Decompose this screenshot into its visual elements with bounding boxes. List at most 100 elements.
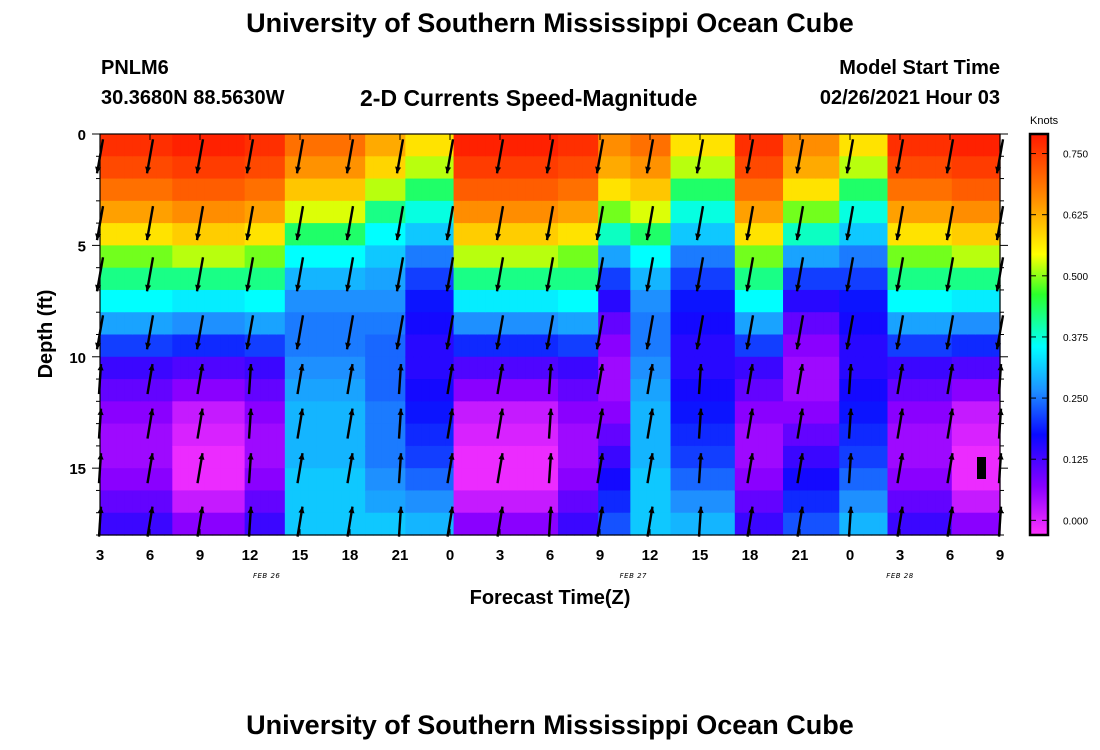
heatmap-cell xyxy=(702,223,712,246)
heatmap-cell xyxy=(887,423,897,447)
heatmap-cell xyxy=(308,423,318,447)
heatmap-cell xyxy=(558,223,567,246)
x-tick-label: 0 xyxy=(446,547,454,564)
heatmap-cell xyxy=(766,445,776,469)
heatmap-cell xyxy=(188,178,198,202)
heatmap-cell xyxy=(252,379,262,402)
heatmap-cell xyxy=(325,423,334,447)
current-vector xyxy=(496,452,505,484)
heatmap-cell xyxy=(300,223,310,246)
heatmap-cell xyxy=(341,379,350,402)
heatmap-cell xyxy=(839,334,848,358)
heatmap-cell xyxy=(823,334,832,358)
heatmap-cell xyxy=(726,401,736,425)
heatmap-cell xyxy=(180,134,189,157)
heatmap-cell xyxy=(212,379,222,402)
heatmap-cell xyxy=(276,289,286,313)
heatmap-cell xyxy=(477,156,487,180)
heatmap-cell xyxy=(421,312,431,336)
heatmap-cell xyxy=(935,134,945,157)
heatmap-cell xyxy=(365,200,374,224)
heatmap-cell xyxy=(244,490,254,514)
heatmap-cell xyxy=(710,379,720,402)
heatmap-cell xyxy=(260,134,270,157)
heatmap-cell xyxy=(622,312,631,336)
heatmap-cell xyxy=(710,356,720,380)
heatmap-cell xyxy=(509,200,519,224)
colorbar-tick-label: 0.375 xyxy=(1063,333,1088,344)
heatmap-cell xyxy=(517,134,527,157)
current-vector xyxy=(896,408,905,439)
colorbar-tick-label: 0.500 xyxy=(1063,272,1088,283)
heatmap-cell xyxy=(437,356,447,380)
current-vector xyxy=(446,506,455,537)
heatmap-cell xyxy=(839,379,848,402)
current-vector xyxy=(596,363,605,395)
heatmap-cell xyxy=(100,200,109,224)
heatmap-cell xyxy=(533,156,543,180)
heatmap-cell xyxy=(630,356,639,380)
heatmap-cell xyxy=(622,512,631,536)
heatmap-cell xyxy=(590,356,599,380)
heatmap-cell xyxy=(292,200,302,224)
heatmap-cell xyxy=(212,423,222,447)
heatmap-cell xyxy=(365,223,374,246)
heatmap-cell xyxy=(517,156,527,180)
heatmap-cell xyxy=(349,334,358,358)
heatmap-cell xyxy=(574,490,583,514)
heatmap-cell xyxy=(349,134,358,157)
heatmap-cell xyxy=(140,178,149,202)
heatmap-cell xyxy=(598,512,607,536)
heatmap-cell xyxy=(437,178,447,202)
heatmap-cell xyxy=(325,401,334,425)
heatmap-cell xyxy=(405,223,414,246)
heatmap-cell xyxy=(574,334,583,358)
heatmap-cell xyxy=(196,245,206,269)
heatmap-cell xyxy=(300,178,310,202)
heatmap-cell xyxy=(228,200,238,224)
heatmap-cell xyxy=(670,512,680,536)
heatmap-cell xyxy=(879,245,889,269)
heatmap-cell xyxy=(413,223,423,246)
heatmap-cell xyxy=(750,267,760,291)
heatmap-cell xyxy=(357,178,366,202)
heatmap-cell xyxy=(156,490,165,514)
heatmap-cell xyxy=(132,334,141,358)
heatmap-cell xyxy=(550,245,559,269)
heatmap-cell xyxy=(710,401,720,425)
heatmap-cell xyxy=(775,289,784,313)
heatmap-cell xyxy=(405,401,414,425)
heatmap-cell xyxy=(983,289,993,313)
heatmap-cell xyxy=(212,178,222,202)
heatmap-cell xyxy=(983,490,993,514)
heatmap-cell xyxy=(276,156,286,180)
heatmap-cell xyxy=(365,178,374,202)
heatmap-cell xyxy=(228,156,238,180)
heatmap-cell xyxy=(533,490,543,514)
colorbar-tick-label: 0.125 xyxy=(1063,455,1088,466)
heatmap-cell xyxy=(871,468,881,492)
heatmap-cell xyxy=(485,468,495,492)
heatmap-cell xyxy=(694,312,704,336)
heatmap-cell xyxy=(485,379,495,402)
heatmap-cell xyxy=(252,423,262,447)
heatmap-cell xyxy=(365,312,374,336)
heatmap-cell xyxy=(927,156,937,180)
heatmap-cell xyxy=(831,490,840,514)
heatmap-cell xyxy=(943,178,953,202)
heatmap-cell xyxy=(405,490,414,514)
heatmap-cell xyxy=(188,134,198,157)
heatmap-cell xyxy=(188,401,198,425)
heatmap-cell xyxy=(662,312,672,336)
heatmap-cell xyxy=(357,245,366,269)
heatmap-cell xyxy=(365,423,374,447)
heatmap-cell xyxy=(903,223,913,246)
heatmap-cell xyxy=(783,289,792,313)
heatmap-cell xyxy=(598,334,607,358)
heatmap-cell xyxy=(823,401,832,425)
heatmap-cell xyxy=(421,245,431,269)
heatmap-cell xyxy=(333,289,342,313)
heatmap-cell xyxy=(453,312,463,336)
heatmap-cell xyxy=(140,334,149,358)
heatmap-cell xyxy=(220,445,230,469)
